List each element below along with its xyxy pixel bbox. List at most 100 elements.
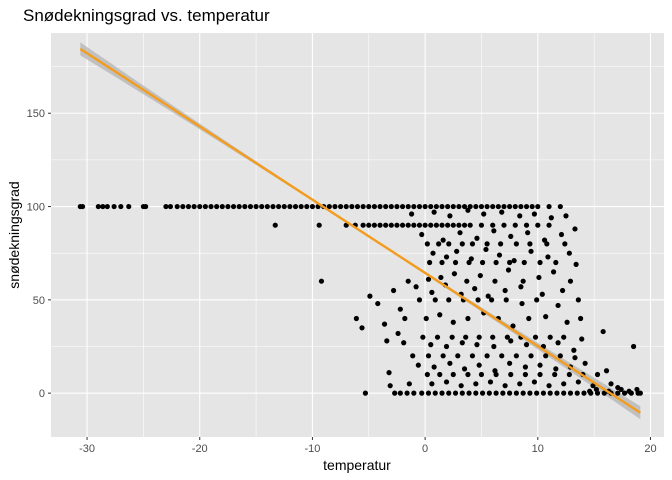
y-tick-label: 50 [33, 295, 45, 307]
x-tick-label: -10 [304, 443, 320, 455]
data-point [425, 390, 432, 396]
data-point [507, 259, 513, 266]
data-point [499, 209, 505, 215]
data-point [450, 371, 456, 378]
data-point [571, 347, 577, 353]
data-point [95, 203, 101, 210]
data-point [513, 241, 519, 247]
data-point [431, 209, 437, 215]
data-point [536, 274, 542, 281]
x-tick-label: -20 [192, 443, 208, 455]
data-point [443, 379, 450, 385]
data-point [558, 231, 565, 238]
data-point [513, 390, 519, 396]
data-point [527, 390, 533, 396]
x-axis-title: temperatur [323, 457, 391, 473]
data-point [487, 379, 494, 385]
data-point [473, 390, 479, 396]
data-point [419, 231, 425, 238]
data-point [562, 241, 568, 247]
y-tick-label: 0 [39, 388, 45, 400]
data-point [371, 203, 377, 210]
data-point [362, 390, 368, 396]
data-point [523, 203, 530, 210]
data-point [517, 213, 523, 219]
data-point [428, 203, 434, 210]
data-point [546, 222, 552, 228]
data-point [371, 222, 377, 228]
data-point [594, 371, 601, 378]
data-point [561, 390, 567, 396]
data-point [478, 203, 485, 210]
data-point [399, 222, 406, 228]
data-point [481, 211, 487, 217]
data-point [474, 235, 480, 241]
data-point [424, 371, 430, 378]
data-point [511, 258, 517, 264]
data-point [479, 390, 486, 396]
data-point [309, 203, 316, 210]
data-point [500, 390, 506, 396]
data-point [557, 203, 563, 210]
data-point [483, 246, 489, 253]
data-point [572, 226, 578, 232]
data-point [386, 370, 392, 376]
data-point [626, 388, 632, 394]
data-point [432, 297, 438, 303]
data-point [508, 371, 514, 378]
data-point [503, 297, 509, 303]
data-point [433, 203, 439, 210]
data-point [443, 254, 450, 260]
data-point [394, 222, 400, 228]
data-point [450, 319, 456, 325]
data-point [553, 259, 559, 266]
data-point [459, 241, 465, 247]
data-point [276, 203, 282, 210]
data-point [406, 381, 412, 387]
data-point [402, 315, 408, 322]
data-point [527, 241, 533, 247]
data-point [564, 319, 570, 325]
data-point [401, 340, 407, 346]
data-point [197, 203, 203, 210]
data-point [548, 215, 554, 221]
data-point [439, 222, 445, 228]
data-point [545, 254, 551, 260]
data-point [513, 353, 519, 359]
data-point [332, 203, 338, 210]
data-point [270, 203, 276, 210]
data-point [318, 278, 325, 284]
data-point [174, 203, 180, 210]
data-point [439, 390, 445, 396]
data-point [502, 383, 508, 389]
data-point [546, 203, 552, 210]
regression-line [79, 47, 641, 414]
data-point [546, 383, 552, 389]
data-point [411, 390, 417, 396]
data-point [490, 203, 496, 210]
data-point [316, 222, 322, 228]
data-point [214, 203, 220, 210]
data-point [428, 342, 434, 348]
data-point [523, 222, 530, 228]
data-point [507, 203, 513, 210]
major-grid [51, 33, 664, 437]
data-point [561, 381, 567, 387]
data-point [253, 203, 259, 210]
data-point [543, 314, 549, 320]
data-point [488, 297, 495, 303]
data-point [534, 390, 540, 396]
data-point [493, 371, 499, 378]
data-point [384, 338, 390, 344]
data-point [491, 228, 497, 234]
data-point [456, 222, 462, 228]
data-point [528, 248, 534, 254]
data-point [399, 203, 406, 210]
data-point [502, 287, 508, 294]
data-point [528, 353, 534, 359]
data-point [416, 222, 423, 228]
x-tick-label: 20 [644, 443, 656, 455]
data-point [427, 259, 433, 266]
data-point [405, 222, 411, 228]
